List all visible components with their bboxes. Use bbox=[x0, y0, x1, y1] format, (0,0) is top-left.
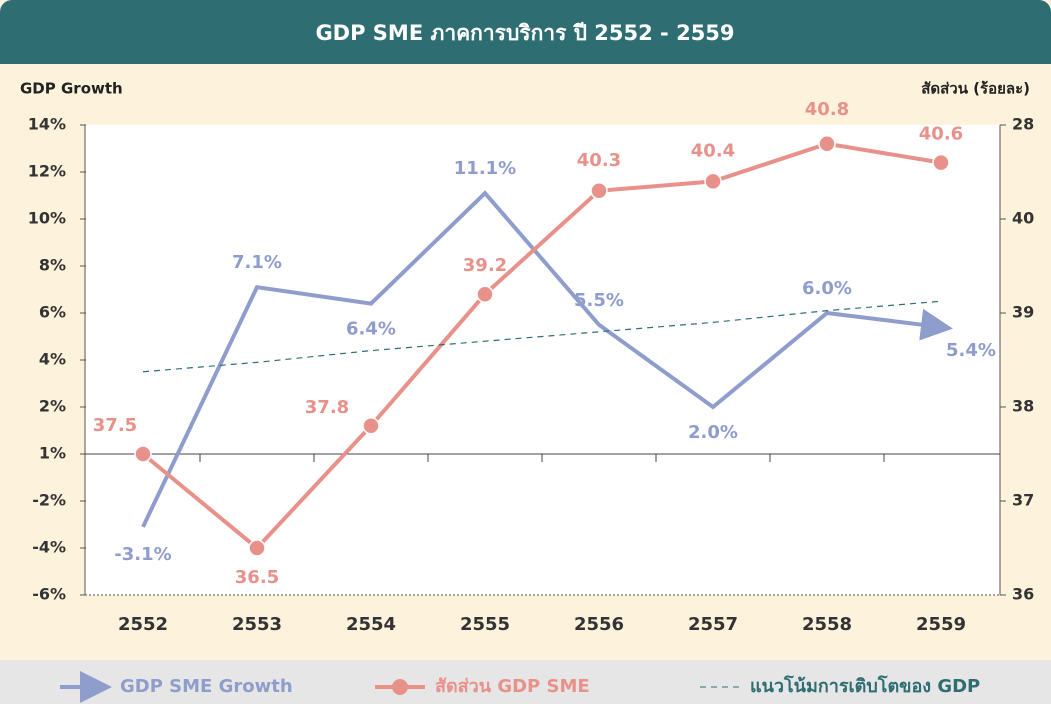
data-label: 40.6 bbox=[919, 124, 963, 145]
y2-tick-label: 40 bbox=[1012, 209, 1034, 228]
data-label: 11.1% bbox=[454, 158, 516, 179]
data-label: 37.5 bbox=[93, 415, 137, 436]
data-label: -3.1% bbox=[114, 544, 171, 565]
x-tick-label: 2553 bbox=[232, 614, 282, 635]
x-tick-label: 2559 bbox=[916, 614, 966, 635]
x-tick-label: 2558 bbox=[802, 614, 852, 635]
header-fill bbox=[0, 40, 1051, 64]
series-line bbox=[141, 190, 953, 528]
y-axis-title: GDP Growth bbox=[20, 80, 123, 98]
y-tick-label: 4% bbox=[39, 350, 66, 369]
data-label: 6.0% bbox=[802, 278, 852, 299]
y-tick-label: -6% bbox=[32, 585, 66, 604]
data-label: 6.4% bbox=[346, 319, 396, 340]
legend-label: สัดส่วน GDP SME bbox=[435, 676, 590, 697]
legend-label: แนวโน้มการเติบโตของ GDP bbox=[750, 675, 980, 697]
data-label: 2.0% bbox=[688, 422, 738, 443]
legend-label: GDP SME Growth bbox=[120, 676, 293, 697]
plot-area bbox=[85, 125, 1000, 595]
data-label: 39.2 bbox=[463, 255, 507, 276]
y2-tick-label: 39 bbox=[1012, 303, 1034, 322]
x-tick-label: 2555 bbox=[460, 614, 510, 635]
y2-tick-label: 36 bbox=[1012, 585, 1034, 604]
y2-tick-label: 38 bbox=[1012, 397, 1034, 416]
y-tick-label: -2% bbox=[32, 491, 66, 510]
x-tick-label: 2552 bbox=[118, 614, 168, 635]
legend-swatch bbox=[392, 679, 408, 695]
data-label: 7.1% bbox=[232, 252, 282, 273]
point bbox=[362, 417, 380, 435]
point bbox=[476, 285, 494, 303]
data-label: 5.5% bbox=[574, 290, 624, 311]
point bbox=[704, 172, 722, 191]
data-label: 37.8 bbox=[305, 397, 349, 418]
y-tick-label: 2% bbox=[39, 397, 66, 416]
y-tick-label: 8% bbox=[39, 256, 66, 275]
x-tick-label: 2557 bbox=[688, 614, 738, 635]
point bbox=[818, 135, 836, 153]
y-tick-label: 10% bbox=[28, 209, 66, 228]
data-label: 5.4% bbox=[946, 340, 996, 361]
chart-title: GDP SME ภาคการบริการ ปี 2552 - 2559 bbox=[315, 21, 734, 45]
data-label: 36.5 bbox=[235, 567, 279, 588]
y-tick-label: -4% bbox=[32, 538, 66, 557]
data-label: 40.3 bbox=[577, 150, 621, 171]
y2-tick-label: 28 bbox=[1012, 115, 1034, 134]
series-line bbox=[141, 141, 942, 551]
data-label: 40.4 bbox=[691, 140, 735, 161]
point bbox=[248, 539, 266, 557]
y2-tick-label: 37 bbox=[1012, 491, 1034, 510]
data-label: 40.8 bbox=[805, 99, 849, 120]
y-tick-label: 6% bbox=[39, 303, 66, 322]
y-tick-label: 12% bbox=[28, 162, 66, 181]
point bbox=[590, 182, 608, 200]
legend bbox=[0, 660, 1051, 704]
x-tick-label: 2554 bbox=[346, 614, 396, 635]
y-tick-label: 14% bbox=[28, 115, 66, 134]
y2-axis-title: สัดส่วน (ร้อยละ) bbox=[921, 80, 1030, 98]
point bbox=[932, 153, 950, 172]
series-line bbox=[142, 300, 942, 373]
x-tick-label: 2556 bbox=[574, 614, 624, 635]
point bbox=[134, 445, 152, 463]
y-tick-label: 1% bbox=[39, 444, 66, 463]
